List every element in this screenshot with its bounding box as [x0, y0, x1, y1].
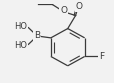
Text: F: F — [98, 52, 104, 61]
Text: O: O — [60, 6, 67, 15]
Text: B: B — [34, 31, 40, 41]
Text: HO: HO — [14, 22, 27, 31]
Text: HO: HO — [14, 41, 27, 50]
Text: O: O — [75, 2, 82, 11]
